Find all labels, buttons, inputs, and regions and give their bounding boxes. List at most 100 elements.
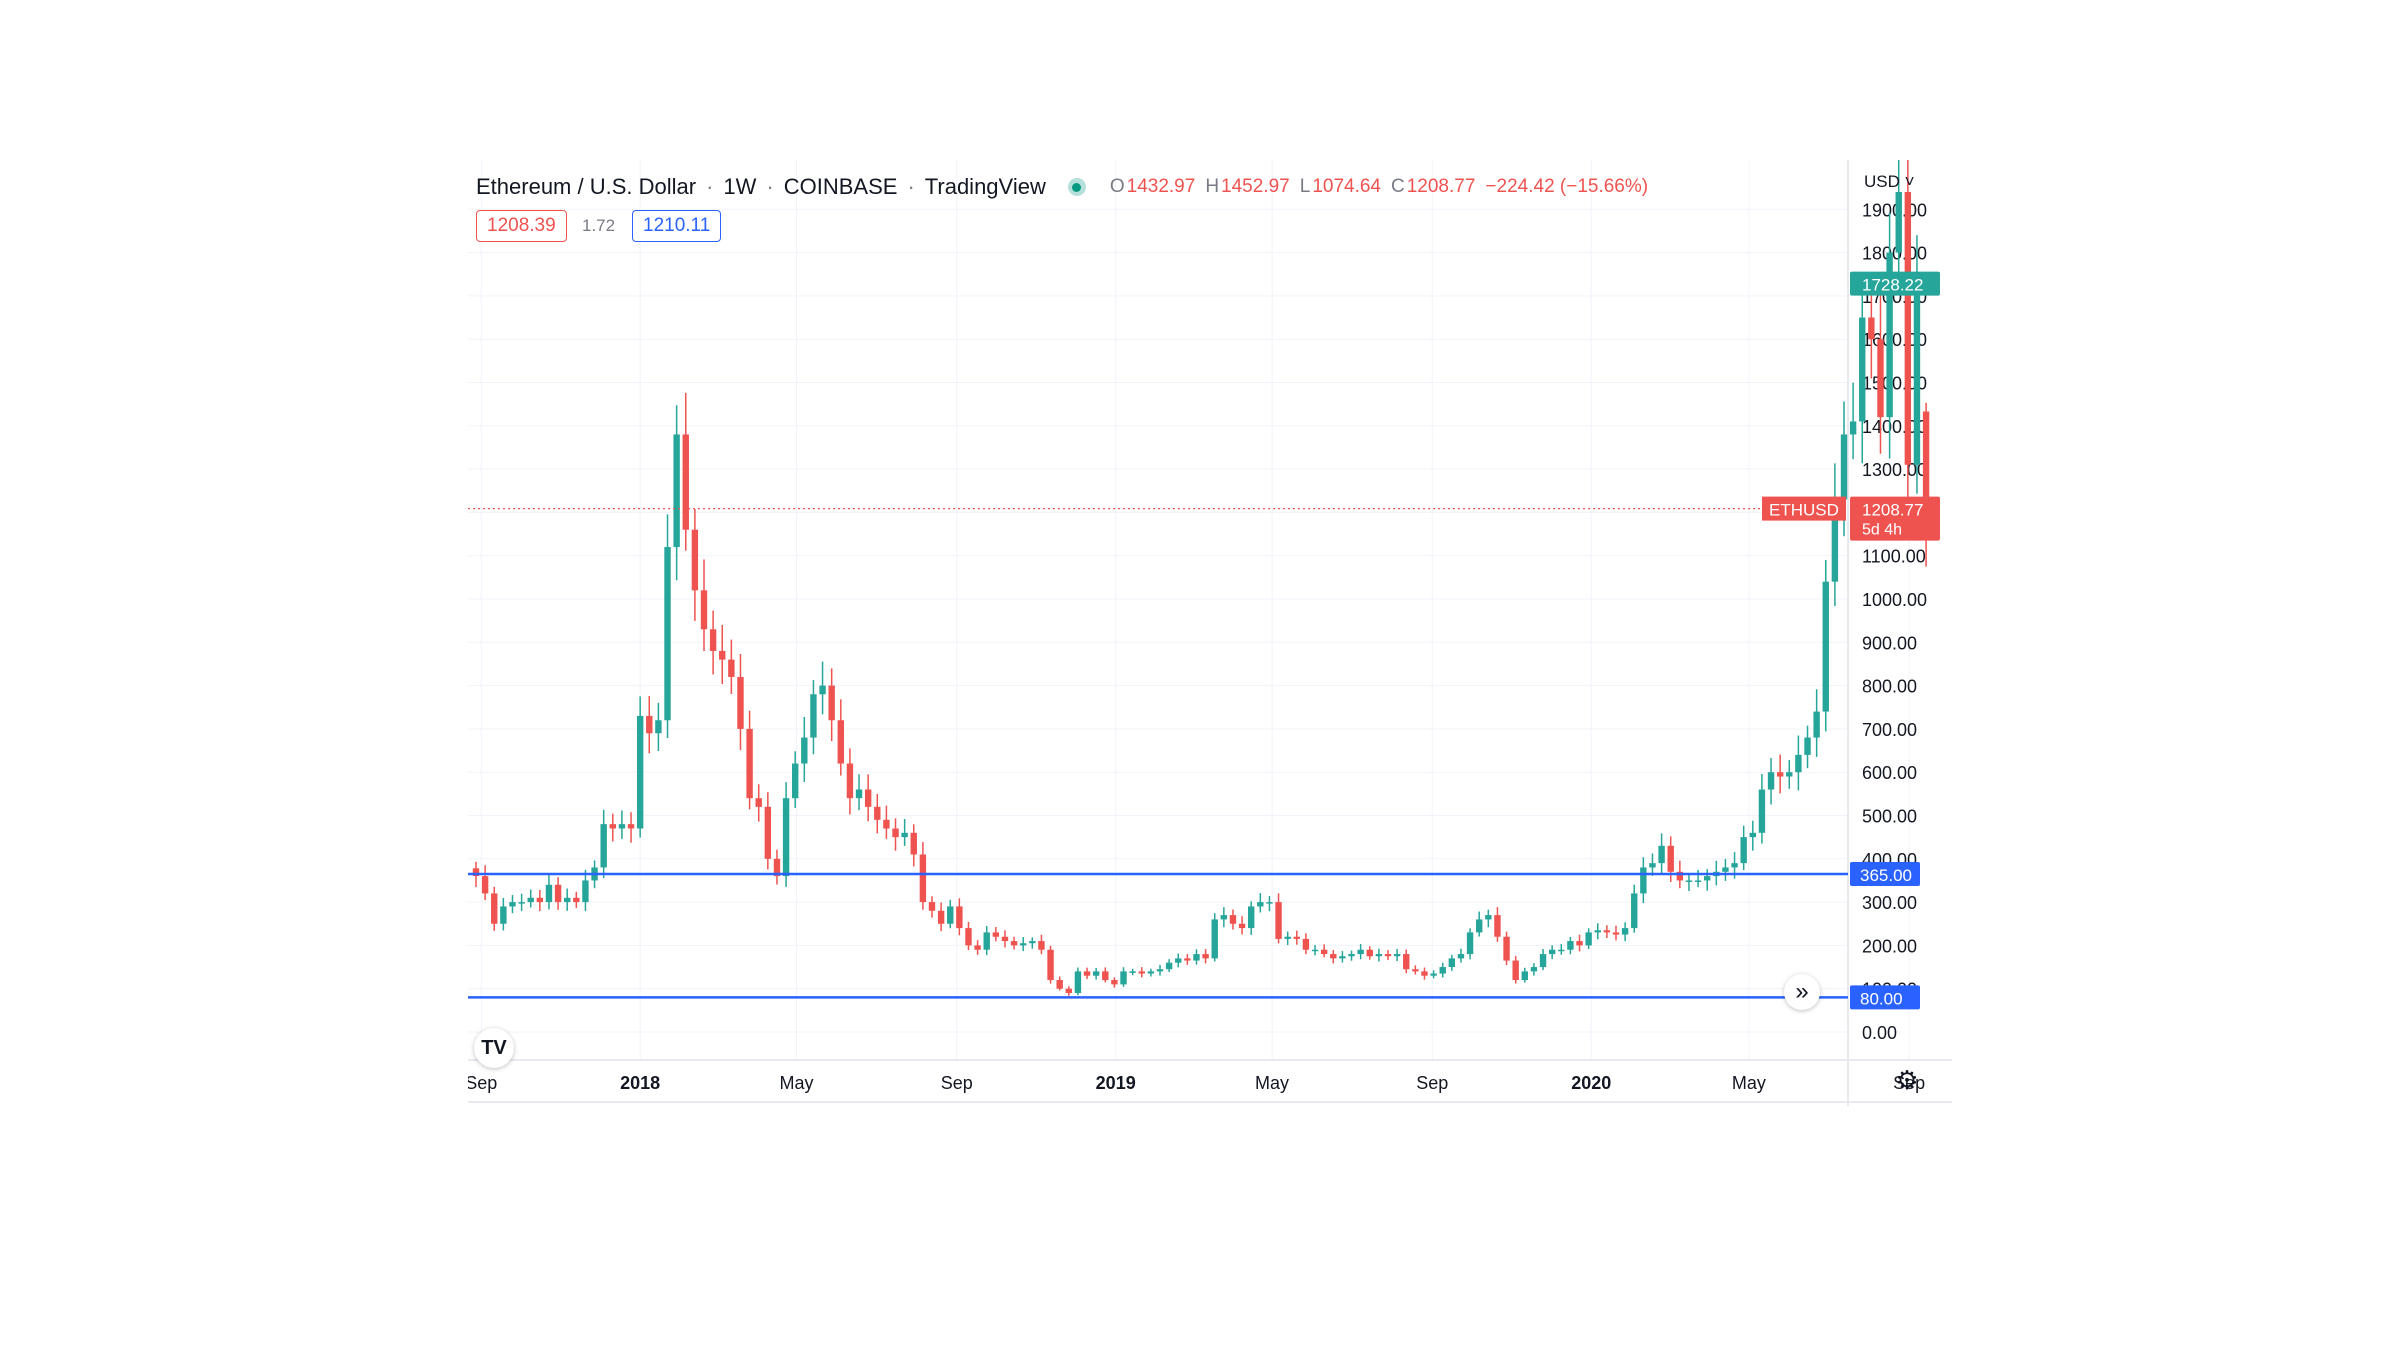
candle	[527, 897, 534, 903]
candle	[1375, 954, 1383, 957]
horizontal-line-label: 365.00	[1860, 866, 1912, 885]
settings-gear-icon[interactable]: ⚙	[1895, 1064, 1919, 1095]
candle	[481, 876, 489, 894]
candle	[682, 434, 689, 530]
candle	[1603, 930, 1611, 933]
candle	[883, 819, 890, 829]
candle	[1749, 832, 1756, 838]
y-tick-label: 200.00	[1862, 936, 1917, 956]
candle	[819, 685, 826, 695]
candle	[810, 694, 817, 738]
candle	[1530, 967, 1538, 972]
candle	[518, 902, 525, 904]
candle	[1412, 969, 1419, 972]
candle	[773, 858, 781, 877]
candle	[1056, 980, 1063, 989]
candle	[1211, 919, 1218, 959]
exchange-label: COINBASE	[783, 174, 898, 199]
y-tick-label: 0.00	[1862, 1023, 1897, 1043]
candle	[1466, 932, 1474, 955]
y-tick-label: 1300.00	[1862, 460, 1927, 480]
currency-button[interactable]: USD ˅	[1864, 172, 1915, 192]
candle	[1275, 902, 1282, 939]
candle	[564, 897, 571, 903]
scroll-to-realtime-icon[interactable]: »	[1784, 974, 1820, 1010]
candle	[1539, 954, 1547, 968]
legend-separator: ·	[766, 174, 774, 199]
y-tick-label: 600.00	[1862, 763, 1917, 783]
candle	[1758, 789, 1766, 833]
candle	[1184, 958, 1191, 961]
candle	[1220, 915, 1228, 920]
candle	[846, 763, 854, 799]
candle	[554, 884, 562, 903]
y-tick-label: 500.00	[1862, 807, 1917, 827]
candle	[992, 932, 1000, 937]
change-value: −224.42 (−15.66%)	[1485, 176, 1649, 197]
candle	[1859, 317, 1866, 422]
candle	[1001, 936, 1009, 942]
sell-price-button[interactable]: 1208.39	[476, 210, 567, 242]
ohlc-values: O 1432.97 H 1452.97 L 1074.64 C 1208.77 −224…	[1110, 176, 1648, 198]
tradingview-logo-icon[interactable]: TV	[474, 1028, 514, 1068]
candle	[1740, 837, 1747, 864]
candle	[582, 880, 589, 903]
y-tick-label: 1100.00	[1862, 547, 1926, 567]
candle	[1795, 754, 1802, 773]
close-key: C	[1391, 176, 1405, 197]
open-key: O	[1109, 176, 1125, 197]
candle	[472, 868, 480, 877]
candle	[1193, 954, 1200, 961]
candle	[1293, 936, 1300, 939]
candle	[1330, 954, 1337, 959]
candle	[1922, 411, 1930, 509]
symbol-title[interactable]: Ethereum / U.S. Dollar	[476, 174, 697, 199]
candle	[910, 832, 917, 855]
candle	[737, 676, 744, 729]
candle	[636, 715, 644, 829]
x-tick-label: 2018	[620, 1073, 660, 1093]
candle	[1558, 949, 1565, 952]
candle	[609, 824, 616, 829]
candle	[1594, 930, 1601, 933]
candle	[1494, 915, 1501, 937]
market-status-icon[interactable]	[1067, 178, 1086, 196]
candle	[1147, 971, 1155, 974]
x-tick-label: May	[1255, 1073, 1289, 1093]
interval-label[interactable]: 1W	[723, 174, 757, 199]
candle	[1020, 943, 1027, 946]
candle	[1840, 434, 1848, 500]
candle	[1476, 919, 1483, 933]
candle	[1503, 936, 1510, 961]
chart-canvas[interactable]: 0.00100.00200.00300.00400.00500.00600.00…	[468, 160, 1952, 1106]
high-value: 1452.97	[1221, 176, 1290, 197]
candle	[764, 806, 772, 859]
candle	[1877, 339, 1884, 418]
buy-price-button[interactable]: 1210.11	[632, 210, 722, 242]
candle	[1576, 941, 1583, 946]
candle	[627, 824, 635, 829]
candle	[1339, 956, 1346, 959]
candle	[983, 932, 990, 950]
candle	[1567, 941, 1574, 950]
live-price-value: 1728.22	[1862, 276, 1923, 295]
candle	[1904, 191, 1912, 465]
legend-separator: ·	[907, 174, 915, 199]
candle	[1357, 949, 1364, 955]
candle	[1138, 971, 1145, 974]
candle	[691, 529, 699, 591]
candle	[1457, 954, 1465, 959]
candle	[1403, 954, 1410, 970]
candle	[1074, 971, 1082, 994]
candle	[1092, 971, 1100, 976]
candle	[664, 547, 671, 721]
x-tick-label: May	[1732, 1073, 1766, 1093]
x-tick-label: Sep	[1416, 1073, 1448, 1093]
candle	[1266, 902, 1273, 904]
candle	[1631, 893, 1638, 929]
candle	[536, 897, 544, 903]
candle	[1886, 252, 1893, 418]
candle	[1685, 880, 1693, 882]
candle	[1776, 772, 1784, 777]
candle	[1248, 906, 1255, 929]
